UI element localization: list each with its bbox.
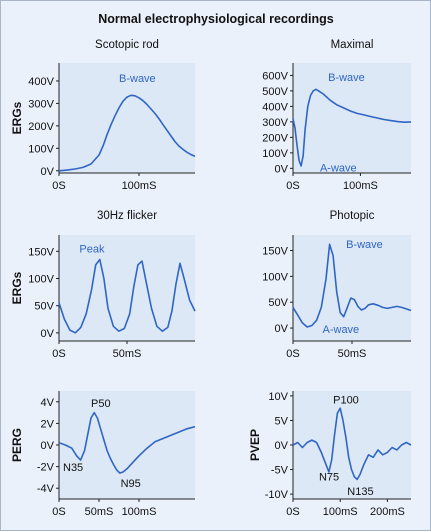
series-line [58,94,196,172]
x-tick-label: 0S [52,506,65,518]
annotation-label: N35 [63,462,83,474]
annotation-label: N95 [121,478,141,490]
y-tick-label: -10V [265,489,289,501]
y-tick-label: 100V [28,273,54,285]
x-tick-label: 100mS [122,180,157,192]
chart-title: Scotopic rod [95,39,159,51]
x-tick-label: 0S [286,180,299,192]
annotation-label: A-wave [323,324,360,336]
y-tick-label: 0V [275,440,289,452]
y-tick-label: 400V [262,101,288,113]
annotation-label: A-wave [320,162,357,174]
y-tick-label: 2V [41,418,55,430]
y-tick-label: 0V [41,328,55,340]
chart-flicker: 30Hz flicker ERGs 0V 50V 100V 150V 0S 50mS Peak [10,210,196,360]
annotation-label: N135 [347,486,373,498]
y-tick-label: 150V [28,246,54,258]
y-tick-label: -2V [37,462,55,474]
row-label: ERGs [10,101,24,134]
x-tick-label: 50mS [85,506,114,518]
y-tick-label: 600V [262,70,288,82]
x-tick-label: 0S [286,506,299,518]
y-tick-label: 200V [262,132,288,144]
annotation-label: Peak [79,243,105,255]
annotation-label: B-wave [119,73,156,85]
y-tick-label: 0V [41,166,55,178]
x-tick-label: 50mS [113,348,142,360]
y-tick-label: 0V [41,440,55,452]
series-line [58,258,196,334]
y-tick-label: 5V [275,415,289,427]
y-tick-label: 100V [262,271,288,283]
y-tick-label: 500V [262,86,288,98]
x-tick-label: 100mS [122,506,157,518]
y-tick-label: -5V [271,465,289,477]
y-tick-label: 10V [268,391,288,403]
annotation-label: N75 [319,471,339,483]
annotation-label: P50 [91,398,111,410]
chart-title: 30Hz flicker [97,210,157,222]
chart-title: Maximal [331,39,374,51]
x-tick-label: 100mS [323,506,358,518]
annotation-label: B-wave [346,239,383,251]
series-line [58,411,196,474]
y-tick-label: 0V [275,323,289,335]
chart-maximal: Maximal 0V 100V 200V 300V 400V 500V 600V 0S 100mS… [262,39,412,192]
series-line [292,88,412,167]
series-line [292,243,412,328]
y-tick-label: 150V [262,246,288,258]
plot-area [293,63,411,173]
row-label: PVEP [248,429,262,461]
chart-title: Photopic [330,210,375,222]
chart-photopic: Photopic 0V 50V 100V 150V 0S 50mS B-wave A-wave [262,210,412,360]
y-tick-label: 0V [275,163,289,175]
annotation-label: B-wave [328,72,365,84]
figure-title: Normal electrophysiological recordings [98,12,334,26]
row-label: ERGs [10,271,24,304]
chart-pvep: PVEP -10V -5V 0V 5V 10V 0S 100mS 200mS P100 N75 N13… [248,391,412,518]
y-tick-label: 50V [268,297,288,309]
chart-perg: PERG -4V -2V 0V 2V 4V 0S 50mS 100mS P50 N35 N95 [10,391,196,518]
plot-area [59,63,195,173]
x-tick-label: 0S [52,348,65,360]
y-tick-label: 50V [34,301,54,313]
y-tick-label: -4V [37,483,55,495]
y-tick-label: 4V [41,397,55,409]
x-tick-label: 50mS [338,348,367,360]
y-tick-label: 100V [262,148,288,160]
y-tick-label: 300V [262,117,288,129]
x-tick-label: 0S [52,180,65,192]
y-tick-label: 300V [28,98,54,110]
x-tick-label: 200mS [370,506,405,518]
row-label: PERG [10,428,24,462]
plot-area [59,391,195,499]
y-tick-label: 200V [28,121,54,133]
plot-area [293,235,411,341]
x-tick-label: 100mS [343,180,378,192]
y-tick-label: 400V [28,76,54,88]
x-tick-label: 0S [286,348,299,360]
plot-area [293,391,411,499]
annotation-label: P100 [333,394,359,406]
chart-scotopic: Scotopic rod ERGs 0V 100V 200V 300V 400V 0S 100m… [10,39,196,192]
series-line [292,407,412,481]
y-tick-label: 100V [28,143,54,155]
